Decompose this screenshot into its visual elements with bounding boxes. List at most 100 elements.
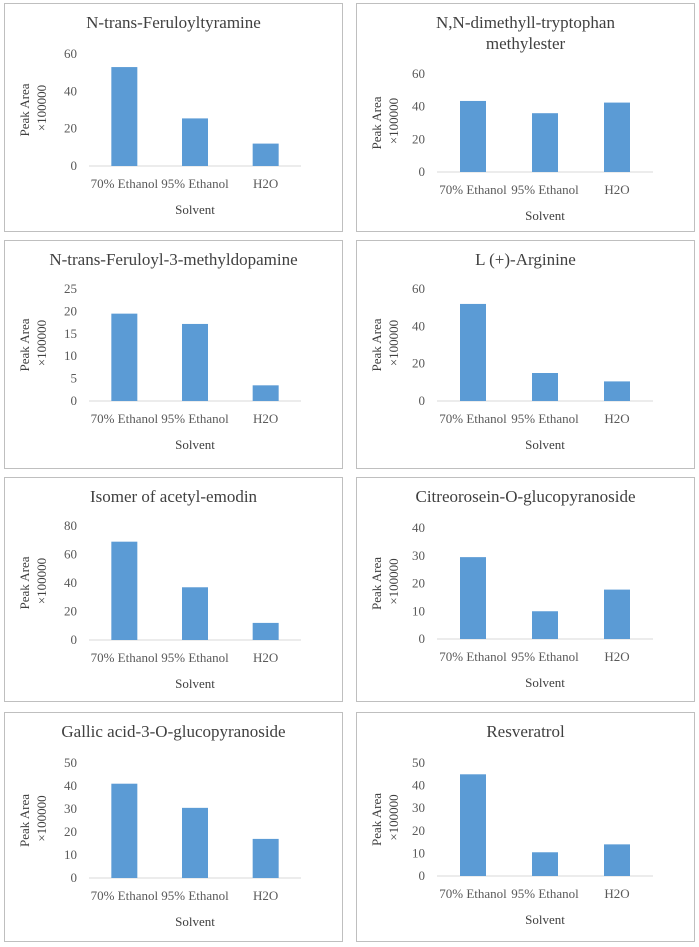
y-tick-label: 10 [412, 603, 425, 618]
y-tick-label: 60 [64, 547, 77, 562]
y-tick-label: 0 [419, 631, 426, 646]
x-tick-label: 70% Ethanol [439, 411, 507, 426]
bar-95-ethanol [182, 118, 208, 166]
y-tick-label: 0 [71, 158, 78, 173]
y-axis-label: Peak Area [369, 557, 384, 610]
x-tick-label: 70% Ethanol [91, 176, 159, 191]
y-tick-label: 50 [412, 755, 425, 770]
chart-title: Isomer of acetyl-emodin [90, 487, 258, 506]
y-tick-label: 20 [412, 576, 425, 591]
bar-95-ethanol [182, 587, 208, 640]
x-tick-label: H2O [253, 411, 278, 426]
bar-h2o [604, 102, 630, 172]
y-tick-label: 60 [64, 46, 77, 61]
x-axis-label: Solvent [525, 912, 565, 927]
bar-70-ethanol [460, 303, 486, 401]
bar-h2o [252, 385, 279, 401]
bar-70-ethanol [111, 67, 138, 166]
y-tick-label: 0 [71, 870, 78, 885]
bar-chart: L (+)-Arginine 0 20 40 60 70% Ethanol 95% Etha… [369, 250, 653, 452]
y-tick-label: 40 [412, 778, 425, 793]
y-tick-label: 30 [64, 801, 77, 816]
y-axis-label: Peak Area [369, 318, 384, 371]
x-axis-label: Solvent [525, 675, 565, 690]
chart-panel-arginine: L (+)-Arginine 0 20 40 60 70% Ethanol 95% Etha… [356, 240, 695, 469]
bar-95-ethanol [532, 852, 558, 876]
bar-70-ethanol [460, 557, 486, 639]
y-tick-label: 0 [419, 868, 426, 883]
x-tick-label: 95% Ethanol [511, 411, 579, 426]
x-tick-label: 70% Ethanol [439, 886, 507, 901]
y-tick-label: 20 [64, 121, 77, 136]
bar-95-ethanol [182, 807, 208, 878]
y-tick-label: 5 [71, 371, 78, 386]
chart-title: Gallic acid-3-O-glucopyranoside [61, 722, 285, 741]
x-tick-label: 95% Ethanol [511, 886, 579, 901]
y-tick-label: 20 [64, 303, 77, 318]
x-tick-label: H2O [253, 176, 278, 191]
x-tick-label: 70% Ethanol [91, 650, 159, 665]
chart-panel-citreorosein: Citreorosein-O-glucopyranoside 0 10 20 30 40 7… [356, 477, 695, 702]
y-tick-label: 20 [64, 604, 77, 619]
chart-title: N,N-dimethyll-tryptophan [436, 13, 615, 32]
x-tick-label: 95% Ethanol [161, 888, 229, 903]
x-tick-label: H2O [604, 886, 629, 901]
x-tick-label: 70% Ethanol [91, 411, 159, 426]
bar-chart: Resveratrol 0 10 20 30 40 50 70% Ethanol 95% Eth… [369, 722, 653, 927]
y-tick-label: 60 [412, 281, 425, 296]
y-tick-label: 20 [412, 823, 425, 838]
bar-h2o [604, 381, 630, 401]
y-axis-unit-label: ×100000 [34, 85, 49, 131]
bar-chart: N-trans-Feruloyl-3-methyldopamine 0 5 10 15 2… [17, 250, 301, 452]
y-tick-label: 20 [412, 356, 425, 371]
chart-title: Citreorosein-O-glucopyranoside [416, 487, 636, 506]
y-tick-label: 10 [64, 847, 77, 862]
y-axis-unit-label: ×100000 [34, 558, 49, 604]
bar-chart: Isomer of acetyl-emodin 0 20 40 60 80 70% Etha… [17, 487, 301, 691]
x-tick-label: 95% Ethanol [511, 649, 579, 664]
y-axis-unit-label: ×100000 [386, 558, 401, 604]
y-axis-label: Peak Area [17, 556, 32, 609]
x-tick-label: 95% Ethanol [161, 176, 229, 191]
bar-h2o [604, 844, 630, 876]
x-axis-label: Solvent [175, 914, 215, 929]
bar-95-ethanol [532, 373, 558, 401]
chart-panel-resveratrol: Resveratrol 0 10 20 30 40 50 70% Ethanol 95% Eth… [356, 712, 695, 942]
bar-h2o [252, 143, 279, 166]
chart-panel-feruloyl-methyldopamine: N-trans-Feruloyl-3-methyldopamine 0 5 10 15 2… [4, 240, 343, 469]
x-axis-label: Solvent [175, 202, 215, 217]
y-tick-label: 80 [64, 518, 77, 533]
y-tick-label: 0 [71, 393, 78, 408]
y-axis-unit-label: ×100000 [386, 98, 401, 144]
x-tick-label: H2O [253, 888, 278, 903]
bar-chart: Citreorosein-O-glucopyranoside 0 10 20 30 40 7… [369, 487, 653, 690]
x-axis-label: Solvent [525, 437, 565, 452]
bar-70-ethanol [111, 541, 138, 640]
y-tick-label: 40 [412, 99, 425, 114]
x-axis-label: Solvent [175, 676, 215, 691]
y-axis-unit-label: ×100000 [386, 320, 401, 366]
chart-title: N-trans-Feruloyltyramine [86, 13, 261, 32]
y-tick-label: 25 [64, 281, 77, 296]
bar-chart: Gallic acid-3-O-glucopyranoside 0 10 20 30 40… [17, 722, 301, 929]
y-tick-label: 0 [419, 164, 426, 179]
bar-h2o [252, 622, 279, 640]
chart-panel-acetyl-emodin: Isomer of acetyl-emodin 0 20 40 60 80 70% Etha… [4, 477, 343, 702]
x-tick-label: H2O [253, 650, 278, 665]
y-tick-label: 40 [64, 778, 77, 793]
bar-95-ethanol [532, 611, 558, 639]
y-tick-label: 10 [412, 845, 425, 860]
y-tick-label: 60 [412, 66, 425, 81]
y-tick-label: 20 [64, 824, 77, 839]
chart-title: L (+)-Arginine [475, 250, 576, 269]
y-tick-label: 50 [64, 755, 77, 770]
y-axis-label: Peak Area [369, 793, 384, 846]
x-tick-label: H2O [604, 411, 629, 426]
chart-title: Resveratrol [486, 722, 565, 741]
bar-70-ethanol [460, 100, 486, 172]
y-tick-label: 20 [412, 131, 425, 146]
x-axis-label: Solvent [525, 208, 565, 223]
chart-panel-gallic-acid: Gallic acid-3-O-glucopyranoside 0 10 20 30 40… [4, 712, 343, 942]
x-tick-label: 95% Ethanol [511, 182, 579, 197]
x-tick-label: 95% Ethanol [161, 411, 229, 426]
